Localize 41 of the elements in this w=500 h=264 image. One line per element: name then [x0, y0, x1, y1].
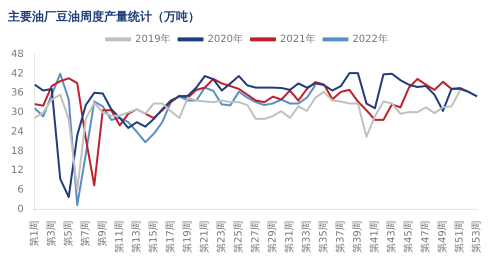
- x-tick-label: 第45周: [402, 220, 415, 254]
- x-tick-label: 第23周: [215, 220, 228, 254]
- x-tick-label: 第11周: [113, 220, 126, 254]
- x-tick-label: 第19周: [181, 220, 194, 254]
- x-tick-label: 第33周: [300, 220, 312, 254]
- y-tick-label: 18: [10, 146, 24, 157]
- y-tick-label: 48: [10, 48, 24, 60]
- x-tick-label: 第41周: [368, 220, 381, 254]
- x-tick-label: 第15周: [147, 220, 160, 254]
- legend-label: 2019年: [135, 32, 171, 45]
- x-tick-label: 第51周: [454, 220, 466, 254]
- y-tick-label: 6: [17, 184, 24, 196]
- x-tick-label: 第47周: [420, 220, 432, 254]
- x-tick-label: 第7周: [79, 220, 92, 247]
- x-tick-label: 第13周: [130, 220, 142, 254]
- y-tick-label: 42: [10, 68, 24, 80]
- x-tick-label: 第25周: [232, 220, 244, 254]
- x-tick-label: 第27周: [249, 220, 262, 254]
- x-tick-label: 第39周: [352, 220, 364, 254]
- x-tick-label: 第17周: [164, 220, 176, 254]
- x-tick-label: 第35周: [318, 220, 330, 254]
- x-tick-label: 第1周: [28, 220, 40, 247]
- y-tick-label: 36: [10, 88, 24, 99]
- x-tick-label: 第9周: [96, 220, 108, 247]
- chart-title: 主要油厂豆油周度产量统计（万吨）: [7, 9, 200, 24]
- x-tick-label: 第31周: [283, 220, 296, 254]
- y-tick-label: 0: [17, 204, 24, 215]
- x-tick-label: 第5周: [62, 220, 74, 247]
- legend-label: 2022年: [352, 32, 388, 45]
- x-tick-label: 第43周: [386, 220, 398, 254]
- y-tick-label: 12: [10, 165, 24, 176]
- x-tick-label: 第49周: [436, 220, 449, 254]
- x-tick-label: 第37周: [334, 220, 347, 254]
- y-tick-label: 30: [10, 107, 24, 118]
- y-tick-label: 24: [10, 126, 24, 138]
- x-tick-label: 第29周: [266, 220, 278, 254]
- x-tick-label: 第21周: [198, 220, 210, 254]
- x-tick-label: 第3周: [45, 220, 58, 247]
- legend-label: 2021年: [280, 32, 316, 45]
- legend-label: 2020年: [208, 32, 244, 45]
- x-tick-label: 第53周: [470, 220, 483, 254]
